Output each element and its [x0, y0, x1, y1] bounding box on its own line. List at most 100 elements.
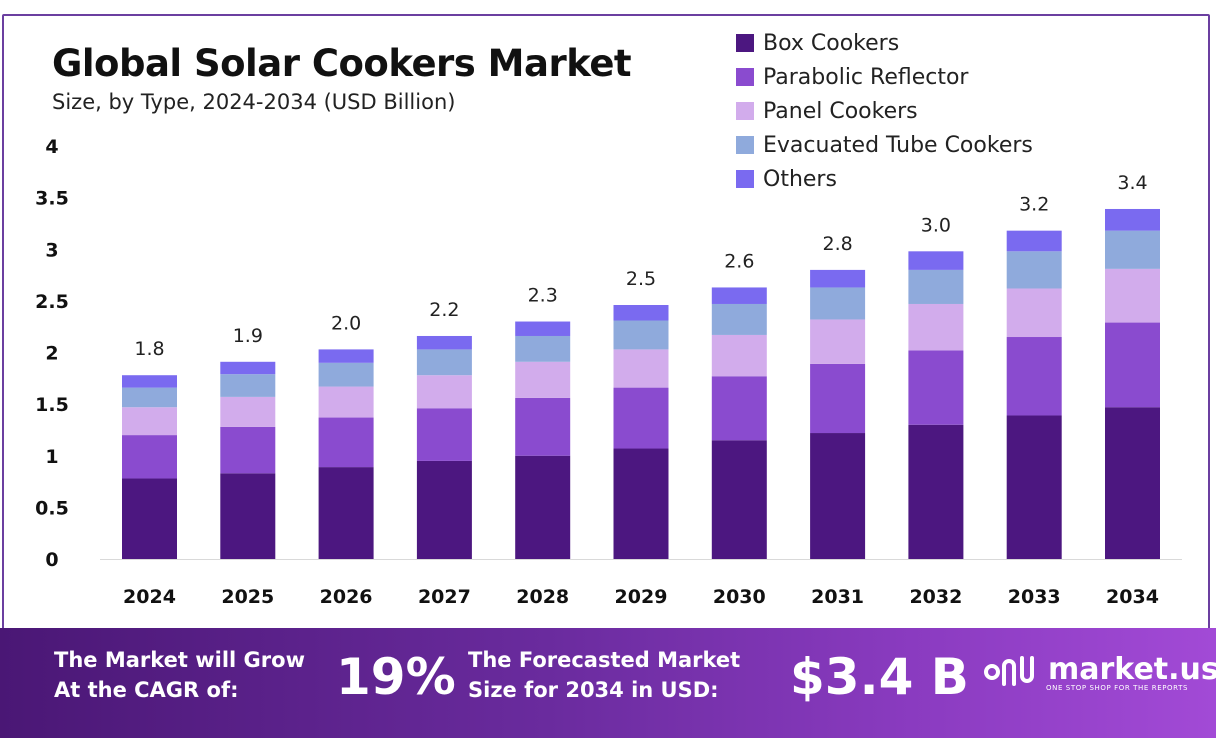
- x-tick-label: 2030: [713, 586, 766, 608]
- y-tick-label: 3.5: [35, 188, 69, 210]
- forecast-value: $3.4 B: [790, 648, 969, 706]
- bar-segment-parabolic-reflector: [613, 387, 669, 449]
- y-tick-label: 2.5: [35, 291, 69, 313]
- bar-segment-others: [220, 361, 276, 375]
- legend-label: Panel Cookers: [763, 98, 918, 124]
- legend-item-panel-cookers: Panel Cookers: [736, 94, 1033, 128]
- x-tick-label: 2029: [615, 586, 668, 608]
- market-us-logo: market.us: [984, 650, 1216, 690]
- bar-segment-parabolic-reflector: [1006, 337, 1062, 416]
- bar-segment-evacuated-tube-cookers: [1105, 230, 1160, 269]
- bar-segment-parabolic-reflector: [810, 363, 866, 434]
- bar-segment-evacuated-tube-cookers: [810, 287, 866, 320]
- bar-total-label: 2.8: [822, 233, 852, 255]
- bar-total-label: 1.8: [134, 338, 164, 360]
- y-tick-label: 1.5: [35, 394, 69, 416]
- bar-segment-panel-cookers: [1006, 288, 1062, 338]
- cagr-label-line1: The Market will Grow: [54, 648, 305, 672]
- legend-item-box-cookers: Box Cookers: [736, 26, 1033, 60]
- bar-segment-parabolic-reflector: [416, 408, 472, 461]
- bar-total-label: 2.3: [528, 285, 558, 307]
- bar-segment-evacuated-tube-cookers: [515, 335, 571, 362]
- legend-swatch: [736, 68, 754, 86]
- legend-swatch: [736, 102, 754, 120]
- y-tick-label: 0.5: [35, 497, 69, 519]
- bar-total-label: 2.5: [626, 268, 656, 290]
- chart-title: Global Solar Cookers Market: [52, 42, 632, 85]
- x-tick-label: 2024: [123, 586, 176, 608]
- legend-swatch: [736, 136, 754, 154]
- bar-segment-others: [711, 287, 767, 304]
- bar-segment-panel-cookers: [1105, 268, 1160, 323]
- bar-segment-parabolic-reflector: [220, 426, 276, 474]
- bar-segment-box-cookers: [1006, 415, 1062, 559]
- market-us-logo-text: market.us: [1048, 652, 1216, 687]
- bar-segment-box-cookers: [613, 448, 669, 559]
- bar-segment-panel-cookers: [908, 303, 964, 351]
- bar-segment-parabolic-reflector: [711, 376, 767, 441]
- legend-item-parabolic-reflector: Parabolic Reflector: [736, 60, 1033, 94]
- bar-segment-box-cookers: [810, 433, 866, 559]
- bar-segment-evacuated-tube-cookers: [122, 387, 177, 408]
- footer-banner: The Market will Grow At the CAGR of: 19%…: [0, 628, 1216, 738]
- x-tick-label: 2033: [1008, 586, 1061, 608]
- bar-segment-evacuated-tube-cookers: [416, 349, 472, 376]
- bar-segment-evacuated-tube-cookers: [908, 269, 964, 304]
- forecast-label-line2: Size for 2034 in USD:: [468, 678, 719, 702]
- bar-segment-evacuated-tube-cookers: [613, 320, 669, 350]
- bar-segment-panel-cookers: [810, 319, 866, 364]
- x-tick-label: 2025: [221, 586, 274, 608]
- legend: Box Cookers Parabolic Reflector Panel Co…: [736, 26, 1033, 196]
- bar-total-label: 1.9: [233, 325, 263, 347]
- bar-segment-box-cookers: [1105, 407, 1160, 559]
- bar-segment-evacuated-tube-cookers: [220, 374, 276, 397]
- chart-subtitle: Size, by Type, 2024-2034 (USD Billion): [52, 90, 456, 114]
- bar-total-label: 3.4: [1117, 172, 1147, 194]
- bar-segment-parabolic-reflector: [122, 435, 177, 479]
- bar-segment-evacuated-tube-cookers: [711, 303, 767, 335]
- bar-segment-parabolic-reflector: [908, 350, 964, 425]
- bar-segment-others: [318, 349, 374, 363]
- legend-label: Others: [763, 166, 837, 192]
- bar-segment-box-cookers: [416, 460, 472, 559]
- cagr-label-line2: At the CAGR of:: [54, 678, 239, 702]
- bar-segment-box-cookers: [711, 440, 767, 559]
- y-tick-label: 2: [45, 343, 58, 365]
- bar-total-label: 2.2: [429, 299, 459, 321]
- bar-segment-others: [1006, 230, 1062, 252]
- y-tick-label: 3: [45, 239, 58, 261]
- bar-segment-others: [122, 375, 177, 388]
- bar-segment-panel-cookers: [220, 396, 276, 427]
- legend-item-evacuated-tube-cookers: Evacuated Tube Cookers: [736, 128, 1033, 162]
- bar-segment-parabolic-reflector: [1105, 322, 1160, 408]
- bar-segment-panel-cookers: [711, 334, 767, 377]
- legend-label: Evacuated Tube Cookers: [763, 132, 1033, 158]
- y-tick-label: 4: [45, 136, 58, 158]
- bar-segment-others: [416, 335, 472, 350]
- x-tick-label: 2031: [811, 586, 864, 608]
- bar-segment-panel-cookers: [515, 361, 571, 398]
- bar-segment-panel-cookers: [613, 349, 669, 388]
- x-tick-label: 2032: [909, 586, 962, 608]
- bar-segment-panel-cookers: [416, 375, 472, 409]
- bar-segment-parabolic-reflector: [515, 397, 571, 456]
- stacked-bar-chart: 0 0.5 1 1.5 2 2.5 3 3.5 4 1.8 2024 1.9 2025 2.0 2026 2.…: [35, 136, 1182, 608]
- bar-segment-evacuated-tube-cookers: [318, 362, 374, 387]
- bar-segment-box-cookers: [220, 473, 276, 559]
- bar-segment-panel-cookers: [122, 407, 177, 436]
- y-tick-label: 1: [45, 446, 58, 468]
- legend-item-others: Others: [736, 162, 1033, 196]
- bar-segment-others: [613, 305, 669, 321]
- x-tick-label: 2028: [516, 586, 569, 608]
- x-tick-label: 2027: [418, 586, 471, 608]
- bar-segment-evacuated-tube-cookers: [1006, 251, 1062, 289]
- bar-total-label: 2.6: [724, 250, 754, 272]
- legend-swatch: [736, 170, 754, 188]
- logo-tagline: ONE STOP SHOP FOR THE REPORTS: [1046, 684, 1189, 692]
- y-tick-label: 0: [45, 549, 58, 571]
- bar-segment-others: [1105, 208, 1160, 231]
- legend-label: Parabolic Reflector: [763, 64, 969, 90]
- bar-segment-box-cookers: [908, 424, 964, 559]
- x-tick-label: 2026: [320, 586, 373, 608]
- bar-total-label: 3.2: [1019, 194, 1049, 216]
